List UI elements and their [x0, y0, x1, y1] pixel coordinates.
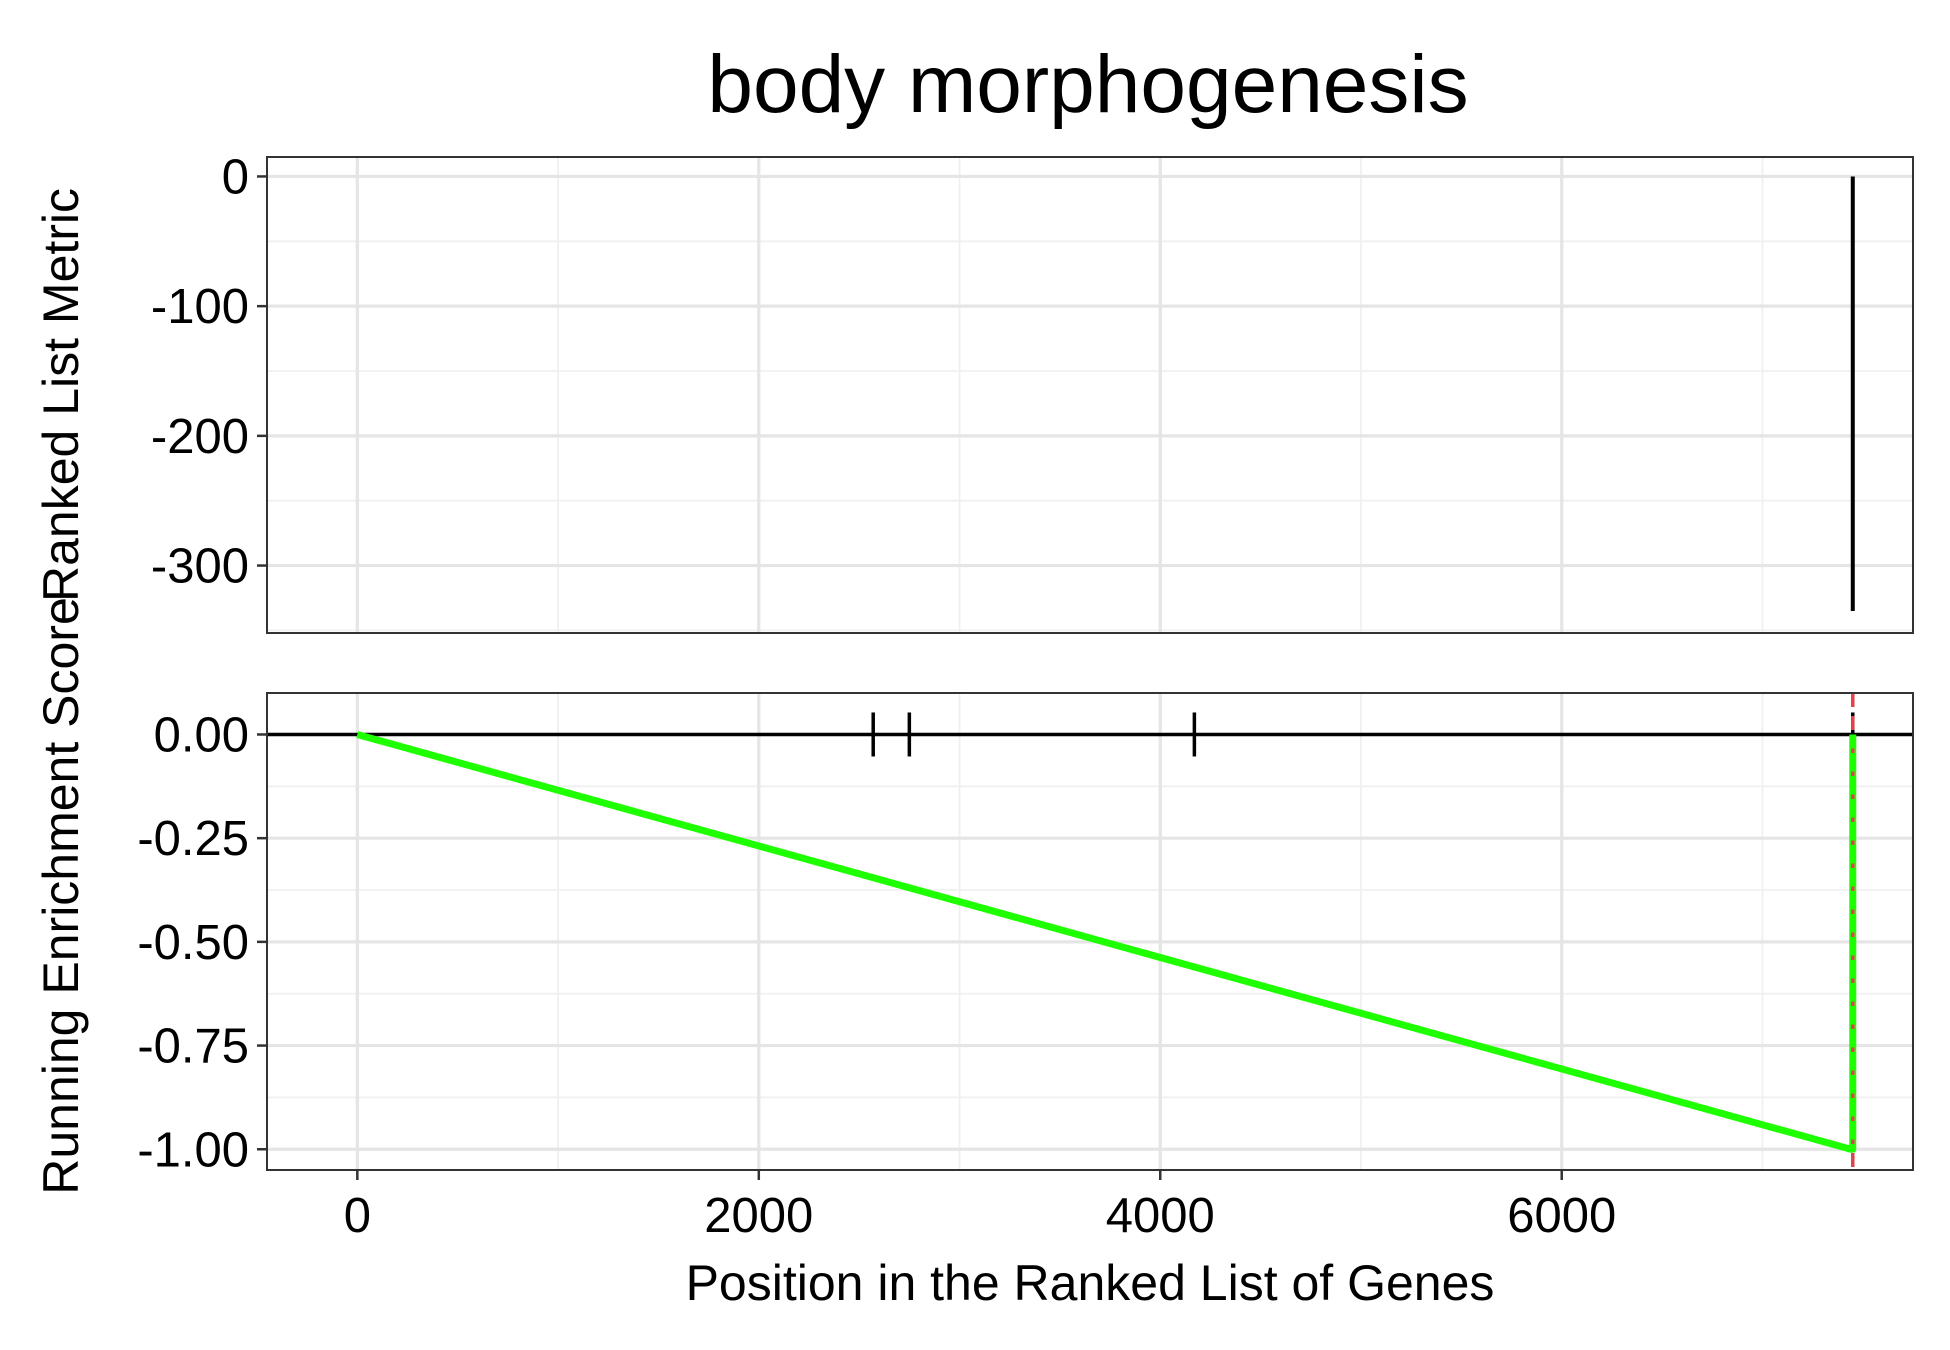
top-panel-border	[266, 156, 1914, 634]
x-tick-label: 2000	[704, 1189, 813, 1243]
bottom-panel-y-axis: 0.00 -0.25 -0.50 -0.75 -1.00	[137, 708, 267, 1177]
bottom-panel-y-axis-title: Running Enrichment Score	[33, 597, 89, 1195]
x-tick-label: 6000	[1507, 1189, 1616, 1243]
bottom-panel-x-axis: 0 2000 4000 6000	[344, 1170, 1616, 1243]
x-tick-label: 4000	[1106, 1189, 1215, 1243]
bottom-y-tick-label: -0.25	[137, 812, 249, 866]
top-y-tick-label: -100	[151, 280, 249, 334]
top-y-tick-label: 0	[222, 150, 249, 204]
bottom-panel-border	[266, 692, 1914, 1171]
bottom-y-tick-label: -0.75	[137, 1020, 249, 1074]
top-y-tick-label: -200	[151, 410, 249, 464]
top-y-tick-label: -300	[151, 540, 249, 594]
x-tick-label: 0	[344, 1189, 371, 1243]
top-panel-y-axis-title: Ranked List Metric	[33, 188, 89, 602]
bottom-panel-marks	[267, 693, 1913, 1170]
bottom-y-tick-label: 0.00	[154, 708, 249, 762]
chart-title: body morphogenesis	[707, 39, 1468, 130]
bottom-y-tick-label: -1.00	[137, 1123, 249, 1177]
top-panel-y-axis: 0 -100 -200 -300	[151, 150, 267, 594]
x-axis-title: Position in the Ranked List of Genes	[686, 1255, 1495, 1311]
bottom-y-tick-label: -0.50	[137, 916, 249, 970]
top-panel-grid	[267, 157, 1913, 633]
